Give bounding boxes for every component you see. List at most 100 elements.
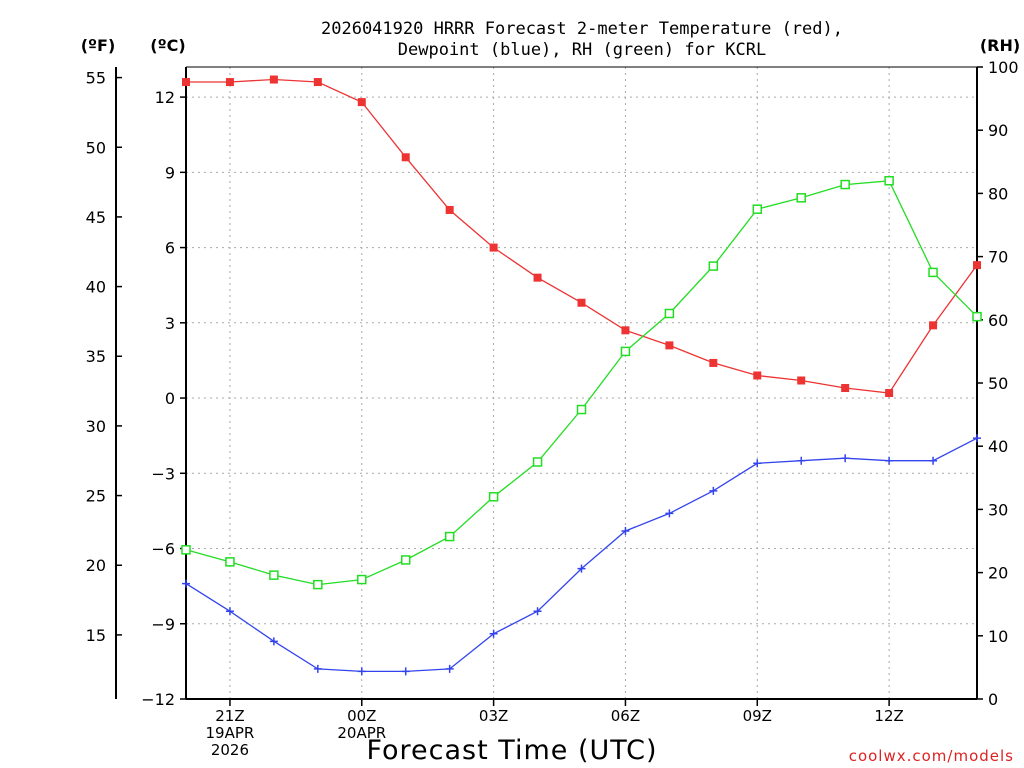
rh-tick-label: 90	[988, 121, 1008, 140]
dewpoint-point	[357, 667, 366, 676]
chart-title-line1: 2026041920 HRRR Forecast 2-meter Tempera…	[321, 19, 843, 39]
rh-point	[181, 545, 191, 555]
dewpoint-point	[401, 667, 410, 676]
rh-tick-label: 100	[988, 58, 1019, 77]
dewpoint-point	[225, 607, 234, 616]
rh-point	[708, 261, 719, 271]
dewpoint-point	[445, 664, 454, 673]
dewpoint-point	[313, 664, 322, 673]
temperature-point	[621, 326, 630, 335]
x-tick-label: 03Z	[479, 707, 508, 725]
celsius-tick-label: 3	[165, 314, 175, 333]
temperature-point	[797, 376, 806, 385]
fahrenheit-tick-label: 25	[86, 487, 106, 506]
x-tick-label: 2026	[211, 741, 249, 759]
dewpoint-point	[489, 629, 498, 638]
rh-point	[444, 531, 455, 542]
rh-unit-label: (RH)	[980, 36, 1020, 55]
fahrenheit-tick-label: 45	[86, 208, 106, 227]
fahrenheit-tick-label: 35	[86, 347, 106, 366]
temperature-point	[709, 358, 718, 367]
fahrenheit-tick-label: 55	[86, 69, 106, 88]
chart-title-line2: Dewpoint (blue), RH (green) for KCRL	[398, 40, 766, 60]
temperature-point	[269, 75, 278, 84]
dewpoint-point	[533, 607, 542, 616]
rh-tick-label: 60	[988, 311, 1008, 330]
rh-point	[840, 179, 850, 190]
x-tick-label: 20APR	[337, 724, 386, 742]
rh-point	[884, 176, 894, 186]
temperature-line	[186, 78, 978, 394]
grid-lines	[186, 67, 977, 700]
temperature-point	[929, 321, 938, 330]
celsius-tick-label: −9	[151, 615, 175, 634]
dewpoint-point	[797, 456, 806, 465]
temperature-point	[489, 243, 498, 252]
temperature-point	[445, 205, 454, 214]
series-dewpoint	[182, 434, 981, 676]
fahrenheit-tick-label: 15	[86, 626, 106, 645]
series-temperature	[182, 75, 981, 398]
temperature-point	[401, 153, 410, 162]
rh-point	[357, 574, 367, 585]
plot-frame	[115, 66, 978, 700]
rh-tick-label: 0	[988, 690, 998, 709]
x-tick-label: 06Z	[611, 707, 640, 725]
rh-tick-label: 50	[988, 374, 1008, 393]
rh-point	[313, 579, 323, 590]
rh-tick-label: 70	[988, 248, 1008, 267]
axes: −12 −9 −6 −3 0 3 6 9 12 15 20 25 30 35 40 45 50 55 0 10 20 30…	[86, 58, 1019, 759]
rh-point	[664, 308, 675, 319]
fahrenheit-tick-label: 50	[86, 138, 106, 157]
rh-point	[928, 267, 938, 278]
celsius-tick-label: −12	[141, 690, 175, 709]
fahrenheit-tick-label: 30	[86, 417, 106, 436]
fahrenheit-unit-label: (ºF)	[81, 36, 116, 55]
rh-point	[972, 311, 982, 322]
temperature-point	[753, 371, 762, 380]
temperature-point	[182, 78, 190, 87]
celsius-unit-label: (ºC)	[150, 36, 185, 55]
celsius-tick-label: 12	[155, 88, 175, 107]
dewpoint-point	[929, 456, 938, 465]
dewpoint-point	[621, 526, 630, 535]
temperature-point	[665, 341, 674, 350]
fahrenheit-tick-label: 20	[86, 556, 106, 575]
rh-tick-label: 40	[988, 437, 1008, 456]
rh-point	[796, 193, 806, 203]
rh-point	[576, 404, 587, 415]
rh-point	[752, 204, 763, 214]
temperature-point	[357, 98, 366, 107]
celsius-tick-label: −6	[151, 540, 175, 559]
credit-link[interactable]: coolwx.com/models	[849, 747, 1014, 765]
dewpoint-point	[841, 454, 850, 463]
x-tick-label: 21Z	[215, 707, 244, 725]
x-tick-label: 09Z	[743, 707, 772, 725]
dewpoint-point	[753, 459, 762, 468]
temperature-point	[225, 78, 234, 87]
dewpoint-point	[885, 456, 894, 465]
x-tick-label: 00Z	[347, 707, 376, 725]
fahrenheit-tick-label: 40	[86, 278, 106, 297]
rh-point	[532, 457, 543, 467]
x-axis-label: Forecast Time (UTC)	[366, 735, 657, 766]
temperature-point	[533, 273, 542, 282]
temperature-point	[885, 389, 894, 398]
x-tick-label: 12Z	[874, 707, 903, 725]
rh-tick-label: 10	[988, 627, 1008, 646]
rh-point	[488, 492, 499, 502]
temperature-point	[973, 261, 981, 270]
dewpoint-point	[269, 637, 278, 646]
series-layer	[181, 75, 982, 676]
rh-point	[225, 557, 235, 567]
dewpoint-point	[182, 579, 190, 588]
series-rh	[181, 176, 982, 590]
dewpoint-point	[665, 509, 674, 518]
dewpoint-point	[973, 434, 981, 443]
rh-point	[400, 555, 411, 565]
celsius-tick-label: −3	[151, 464, 175, 483]
celsius-tick-label: 9	[165, 163, 175, 182]
temperature-point	[313, 78, 322, 87]
temperature-point	[577, 298, 586, 307]
